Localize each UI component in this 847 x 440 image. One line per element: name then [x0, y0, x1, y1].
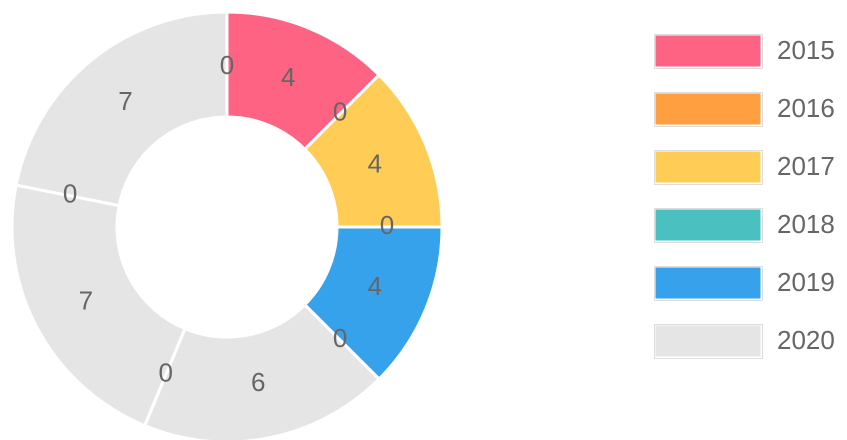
data-label: 0	[333, 97, 347, 127]
legend-label[interactable]: 2017	[777, 151, 835, 181]
data-label: 7	[118, 86, 132, 116]
data-label: 4	[281, 62, 295, 92]
legend-label[interactable]: 2018	[777, 209, 835, 239]
data-label: 0	[220, 50, 234, 80]
legend-label[interactable]: 2019	[777, 267, 835, 297]
legend-swatch[interactable]	[654, 266, 762, 300]
data-label: 4	[368, 271, 382, 301]
legend-label[interactable]: 2020	[777, 325, 835, 355]
legend-swatch[interactable]	[654, 324, 762, 358]
legend-label[interactable]: 2016	[777, 93, 835, 123]
data-label: 7	[79, 285, 93, 315]
data-label: 6	[251, 367, 265, 397]
data-label: 0	[380, 210, 394, 240]
legend-label[interactable]: 2015	[777, 35, 835, 65]
segment	[14, 10, 229, 208]
legend-swatch[interactable]	[654, 208, 762, 242]
segment	[10, 183, 187, 428]
legend-swatch[interactable]	[654, 150, 762, 184]
data-label: 0	[333, 323, 347, 353]
data-label: 4	[368, 149, 382, 179]
legend-swatch[interactable]	[654, 34, 762, 68]
legend-swatch[interactable]	[654, 92, 762, 126]
data-label: 0	[63, 179, 77, 209]
data-label: 0	[159, 358, 173, 388]
segment	[142, 302, 382, 440]
